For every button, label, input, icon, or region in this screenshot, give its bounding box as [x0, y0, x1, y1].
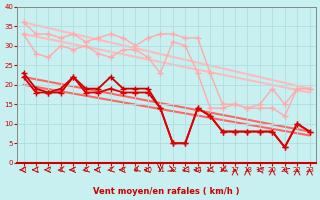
X-axis label: Vent moyen/en rafales ( km/h ): Vent moyen/en rafales ( km/h ): [93, 187, 240, 196]
